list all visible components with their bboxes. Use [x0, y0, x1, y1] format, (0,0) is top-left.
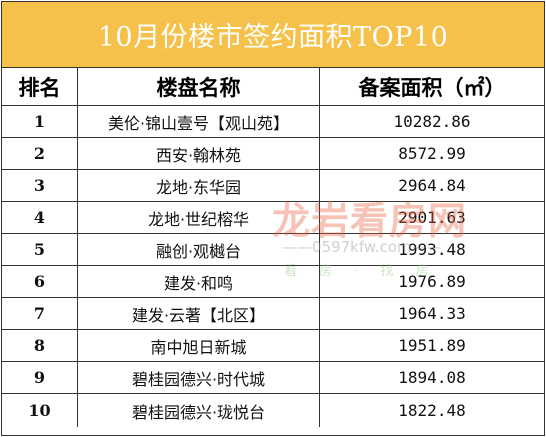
name-cell: 碧桂园德兴·珑悦台	[78, 394, 320, 427]
area-cell: 1964.33	[398, 304, 466, 323]
table-title: 10月份楼市签约面积TOP10	[2, 2, 544, 68]
area-cell: 1894.08	[398, 368, 466, 387]
table-row: 6 建发·和鸣 1976.89	[2, 266, 544, 298]
table-row: 8 南中旭日新城 1951.89	[2, 330, 544, 362]
name-cell: 碧桂园德兴·时代城	[78, 362, 320, 393]
rank-cell: 7	[2, 298, 78, 329]
rank-cell: 5	[2, 234, 78, 265]
rank-cell: 3	[2, 170, 78, 201]
table-row: 3 龙地·东华园 2964.84	[2, 170, 544, 202]
area-cell: 8572.99	[398, 144, 466, 163]
name-cell: 建发·云著【北区】	[78, 298, 320, 329]
area-cell: 2901.63	[398, 208, 466, 227]
header-rank: 排名	[2, 68, 78, 105]
table-row: 4 龙地·世纪榕华 2901.63	[2, 202, 544, 234]
table-row: 7 建发·云著【北区】 1964.33	[2, 298, 544, 330]
area-cell: 1993.48	[398, 240, 466, 259]
table-row: 10 碧桂园德兴·珑悦台 1822.48	[2, 394, 544, 427]
name-cell: 南中旭日新城	[78, 330, 320, 361]
rank-cell: 9	[2, 362, 78, 393]
area-cell: 1822.48	[398, 401, 466, 420]
name-cell: 龙地·东华园	[78, 170, 320, 201]
header-name: 楼盘名称	[78, 68, 320, 105]
table-row: 1 美伦·锦山壹号【观山苑】 10282.86	[2, 106, 544, 138]
area-cell: 1951.89	[398, 336, 466, 355]
name-cell: 龙地·世纪榕华	[78, 202, 320, 233]
rank-cell: 10	[2, 394, 78, 427]
rank-cell: 8	[2, 330, 78, 361]
name-cell: 西安·翰林苑	[78, 138, 320, 169]
rank-cell: 4	[2, 202, 78, 233]
table-row: 5 融创·观樾台 1993.48	[2, 234, 544, 266]
name-cell: 建发·和鸣	[78, 266, 320, 297]
area-cell: 1976.89	[398, 272, 466, 291]
rank-cell: 1	[2, 106, 78, 137]
area-cell: 2964.84	[398, 176, 466, 195]
name-cell: 美伦·锦山壹号【观山苑】	[78, 106, 320, 137]
area-cell: 10282.86	[393, 112, 471, 131]
rank-cell: 6	[2, 266, 78, 297]
table-row: 2 西安·翰林苑 8572.99	[2, 138, 544, 170]
table-row: 9 碧桂园德兴·时代城 1894.08	[2, 362, 544, 394]
header-area: 备案面积（㎡）	[358, 75, 506, 100]
header-row: 排名 楼盘名称 备案面积（㎡）	[2, 68, 544, 106]
name-cell: 融创·观樾台	[78, 234, 320, 265]
rank-cell: 2	[2, 138, 78, 169]
